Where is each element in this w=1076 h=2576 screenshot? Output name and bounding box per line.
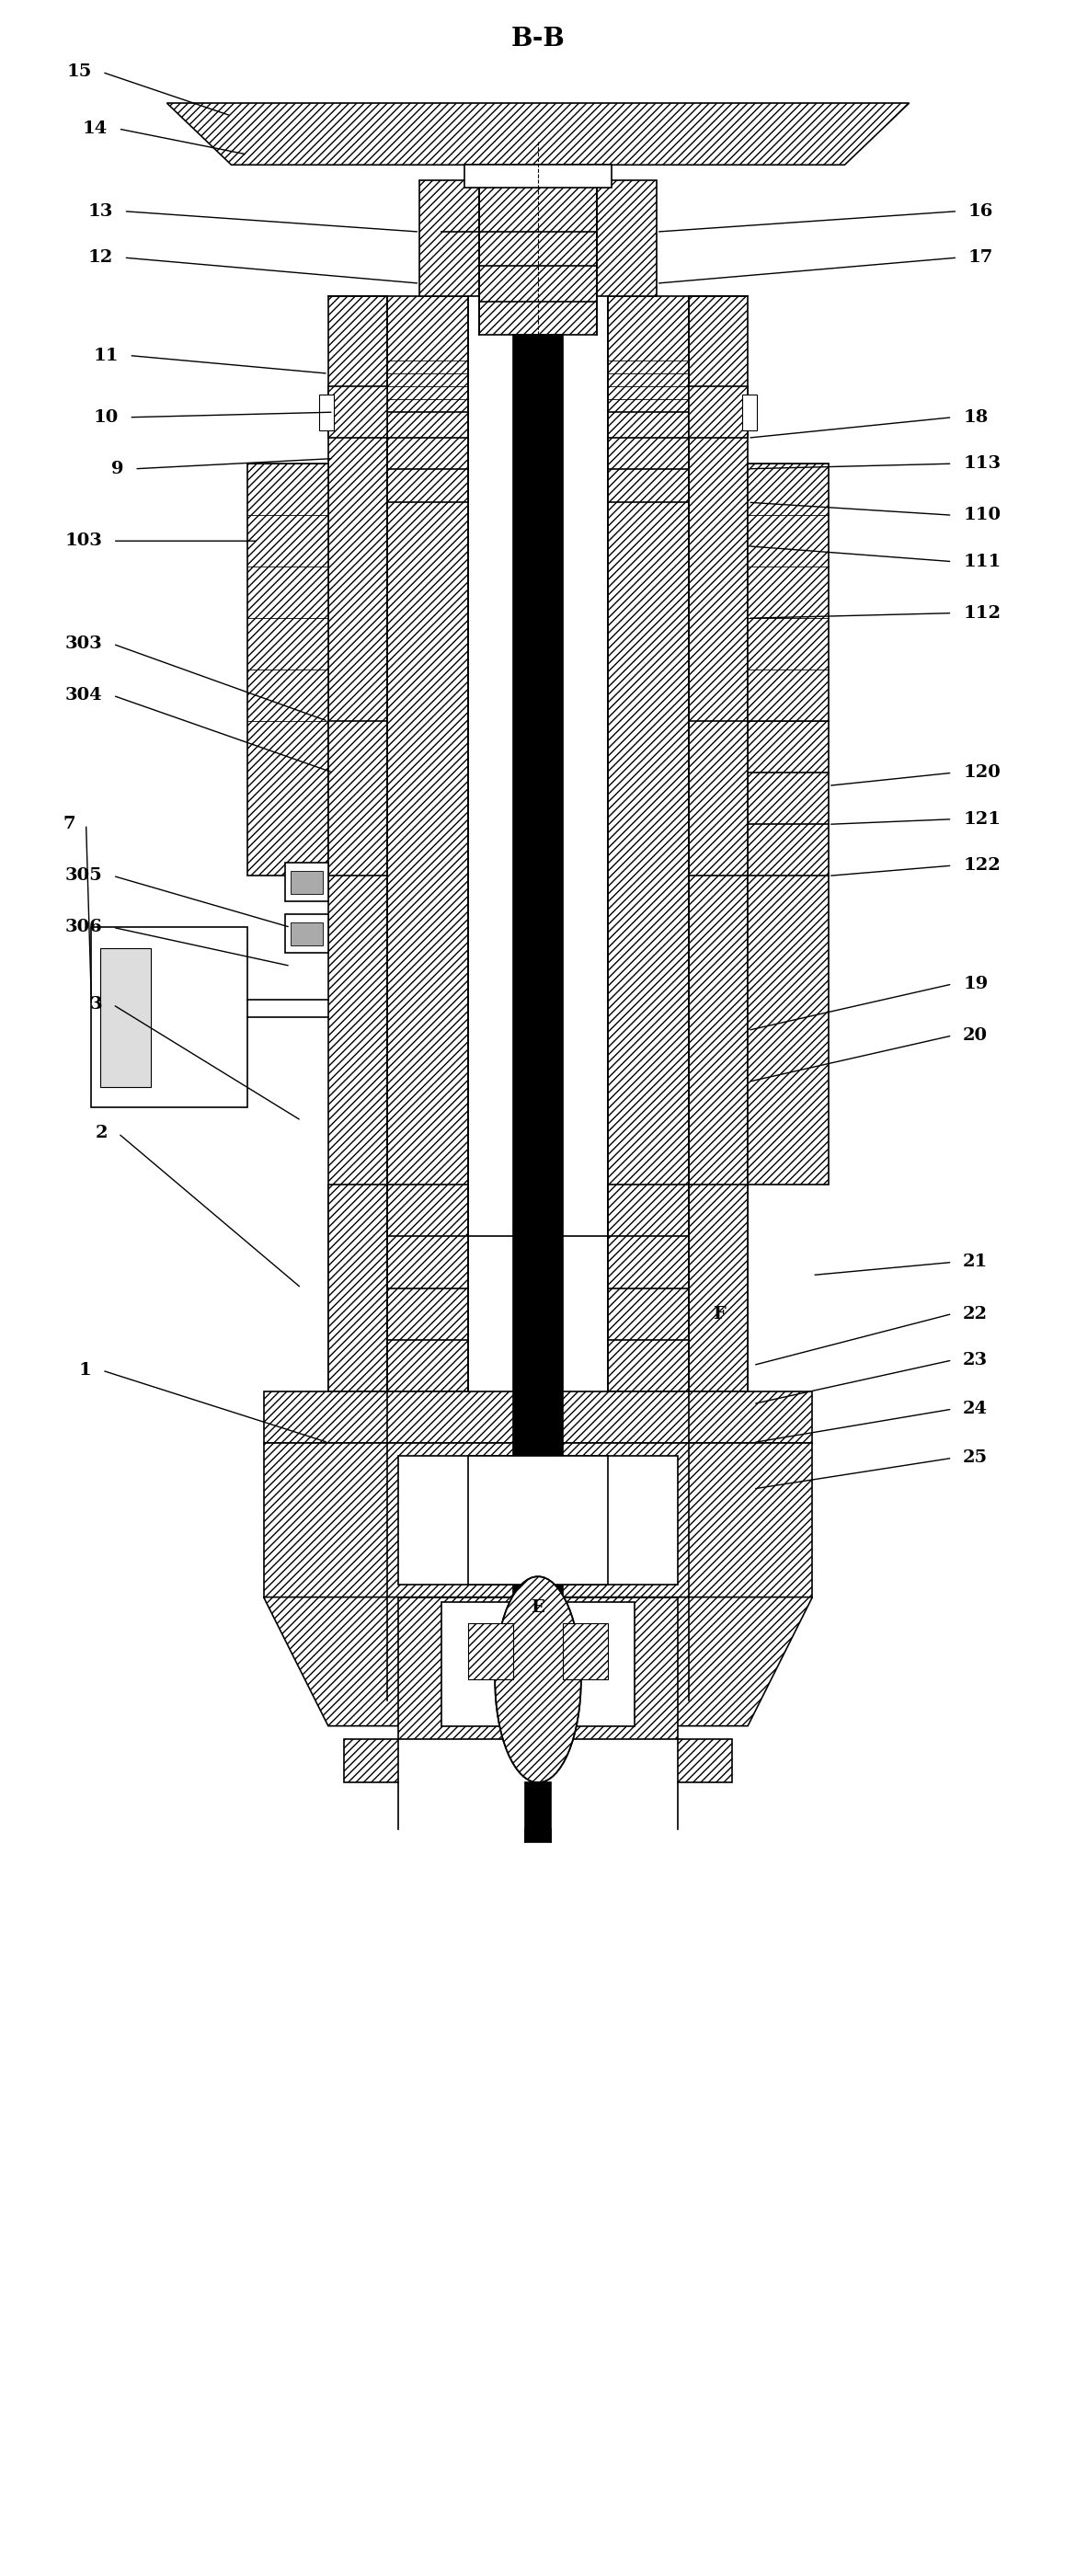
Polygon shape [264,1391,812,1443]
Text: 20: 20 [963,1028,988,1043]
Polygon shape [91,927,247,1108]
Polygon shape [525,1783,551,1842]
Polygon shape [387,412,468,502]
Polygon shape [328,296,387,1700]
Text: 1: 1 [79,1363,91,1378]
Text: 112: 112 [963,605,1001,621]
Text: 13: 13 [88,204,113,219]
Polygon shape [344,1739,398,1783]
Polygon shape [689,721,748,876]
Polygon shape [748,464,829,1185]
Polygon shape [328,1185,387,1391]
Text: 24: 24 [963,1401,988,1417]
Polygon shape [291,922,323,945]
Text: 2: 2 [95,1126,108,1141]
Polygon shape [285,863,328,902]
Polygon shape [479,180,597,335]
Text: 14: 14 [83,121,108,137]
Text: 15: 15 [67,64,91,80]
Text: 121: 121 [963,811,1001,827]
Polygon shape [398,1597,678,1739]
Text: 25: 25 [963,1450,988,1466]
Polygon shape [420,180,479,296]
Text: 303: 303 [65,636,102,652]
Polygon shape [398,1455,678,1584]
Polygon shape [387,1185,468,1391]
Text: 120: 120 [963,765,1001,781]
Text: 306: 306 [65,920,102,935]
Polygon shape [608,412,689,502]
Text: 18: 18 [963,410,988,425]
Polygon shape [468,1623,513,1680]
Polygon shape [608,296,689,1236]
Polygon shape [742,394,756,430]
Polygon shape [264,1443,812,1597]
Polygon shape [285,914,328,953]
Text: 111: 111 [963,554,1001,569]
Polygon shape [689,1185,748,1391]
Text: E: E [532,1600,544,1615]
Polygon shape [468,1455,608,1584]
Polygon shape [465,165,611,188]
Text: 7: 7 [62,817,75,832]
Text: 304: 304 [65,688,102,703]
Polygon shape [100,948,151,1087]
Polygon shape [328,386,387,438]
Polygon shape [441,1602,635,1726]
Polygon shape [678,1739,732,1783]
Polygon shape [563,1623,608,1680]
Text: 3: 3 [89,997,102,1012]
Polygon shape [689,296,748,1700]
Polygon shape [689,386,748,438]
Text: 17: 17 [968,250,993,265]
Polygon shape [320,394,334,430]
Polygon shape [513,335,563,1662]
Text: 10: 10 [94,410,118,425]
Text: 305: 305 [65,868,102,884]
Text: 11: 11 [93,348,118,363]
Polygon shape [247,464,328,876]
Polygon shape [264,1597,812,1726]
Polygon shape [328,721,387,876]
Text: 23: 23 [963,1352,988,1368]
Text: 19: 19 [963,976,988,992]
Text: 16: 16 [968,204,993,219]
Polygon shape [608,1185,689,1391]
Text: B-B: B-B [511,26,565,52]
Text: F: F [712,1306,725,1321]
Polygon shape [167,103,909,165]
Text: 110: 110 [963,507,1001,523]
Text: 103: 103 [65,533,102,549]
Circle shape [495,1577,581,1783]
Text: 12: 12 [88,250,113,265]
Polygon shape [291,871,323,894]
Text: 22: 22 [963,1306,988,1321]
Text: 9: 9 [111,461,124,477]
Text: 122: 122 [963,858,1001,873]
Text: 113: 113 [963,456,1001,471]
Polygon shape [387,296,468,1236]
Text: 21: 21 [963,1255,988,1270]
Polygon shape [597,180,656,296]
